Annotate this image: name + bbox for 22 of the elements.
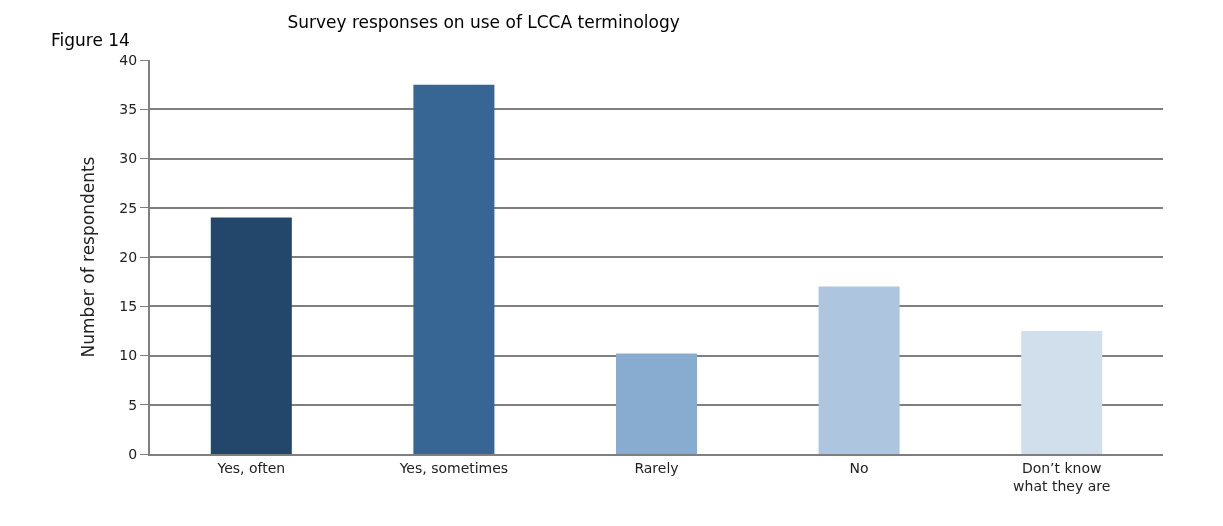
x-tick-label: Don’t know what they are — [1013, 459, 1111, 494]
x-tick-label: Yes, often — [216, 459, 286, 476]
bar — [413, 84, 495, 454]
y-tick-label: 15 — [119, 298, 138, 315]
y-tick-label: 10 — [119, 347, 138, 364]
y-tick-label: 40 — [119, 51, 138, 68]
y-tick-label: 30 — [119, 150, 138, 167]
y-tick-label: 20 — [119, 248, 138, 265]
chart-title: Survey responses on use of LCCA terminology — [287, 11, 680, 32]
x-tick-label: Rarely — [634, 459, 679, 476]
bar — [1021, 330, 1103, 454]
y-tick-label: 35 — [119, 101, 138, 118]
y-axis-title: Number of respondents — [78, 156, 99, 358]
x-tick-label: Yes, sometimes — [398, 459, 509, 476]
caption: Figure 14 — [51, 30, 130, 50]
bar — [818, 286, 900, 454]
y-tick-label: 25 — [119, 199, 138, 216]
bar — [615, 353, 698, 454]
y-tick-label: 5 — [128, 396, 138, 413]
y-tick-label: 0 — [128, 445, 138, 462]
x-tick-label: No — [849, 459, 869, 476]
bar — [210, 217, 292, 454]
